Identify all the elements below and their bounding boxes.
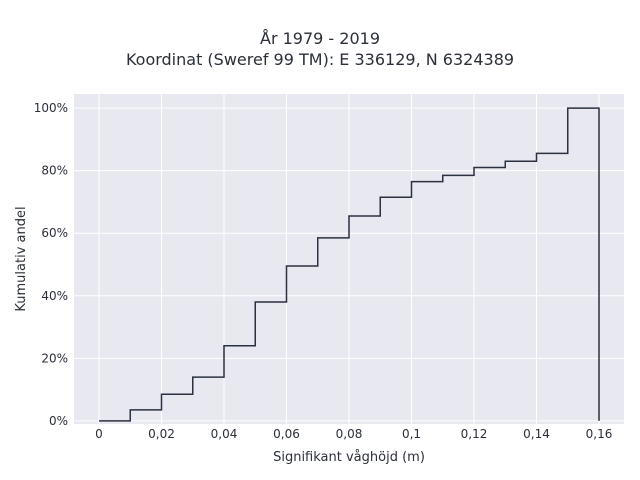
x-tick-label: 0,14: [523, 427, 550, 441]
y-tick-label: 0%: [49, 414, 68, 428]
x-tick-label: 0,1: [402, 427, 421, 441]
x-tick-label: 0,16: [586, 427, 613, 441]
y-tick-label: 40%: [41, 289, 68, 303]
x-tick-label: 0: [95, 427, 103, 441]
y-axis-title: Kumulativ andel: [14, 206, 29, 311]
x-tick-label: 0,04: [211, 427, 238, 441]
y-tick-label: 80%: [41, 164, 68, 178]
y-tick-label: 100%: [34, 101, 68, 115]
x-tick-label: 0,02: [148, 427, 175, 441]
x-tick-label: 0,08: [336, 427, 363, 441]
chart-title-line-2: Koordinat (Sweref 99 TM): E 336129, N 63…: [125, 50, 515, 69]
x-tick-label: 0,06: [273, 427, 300, 441]
y-tick-label: 20%: [41, 351, 68, 365]
x-tick-label: 0,12: [461, 427, 488, 441]
y-tick-label: 60%: [41, 226, 68, 240]
chart-title-line-1: År 1979 - 2019: [260, 29, 380, 48]
grid-lines: [74, 94, 624, 424]
tick-labels: 0 0,02 0,04 0,06 0,08 0,1 0,12 0,14 0,16 0% 20% 40%…: [34, 101, 613, 441]
cumulative-step-line: [99, 107, 600, 422]
chart-title: År 1979 - 2019 Koordinat (Sweref 99 TM):…: [0, 28, 640, 70]
x-axis-title: Signifikant våghöjd (m): [273, 450, 425, 465]
